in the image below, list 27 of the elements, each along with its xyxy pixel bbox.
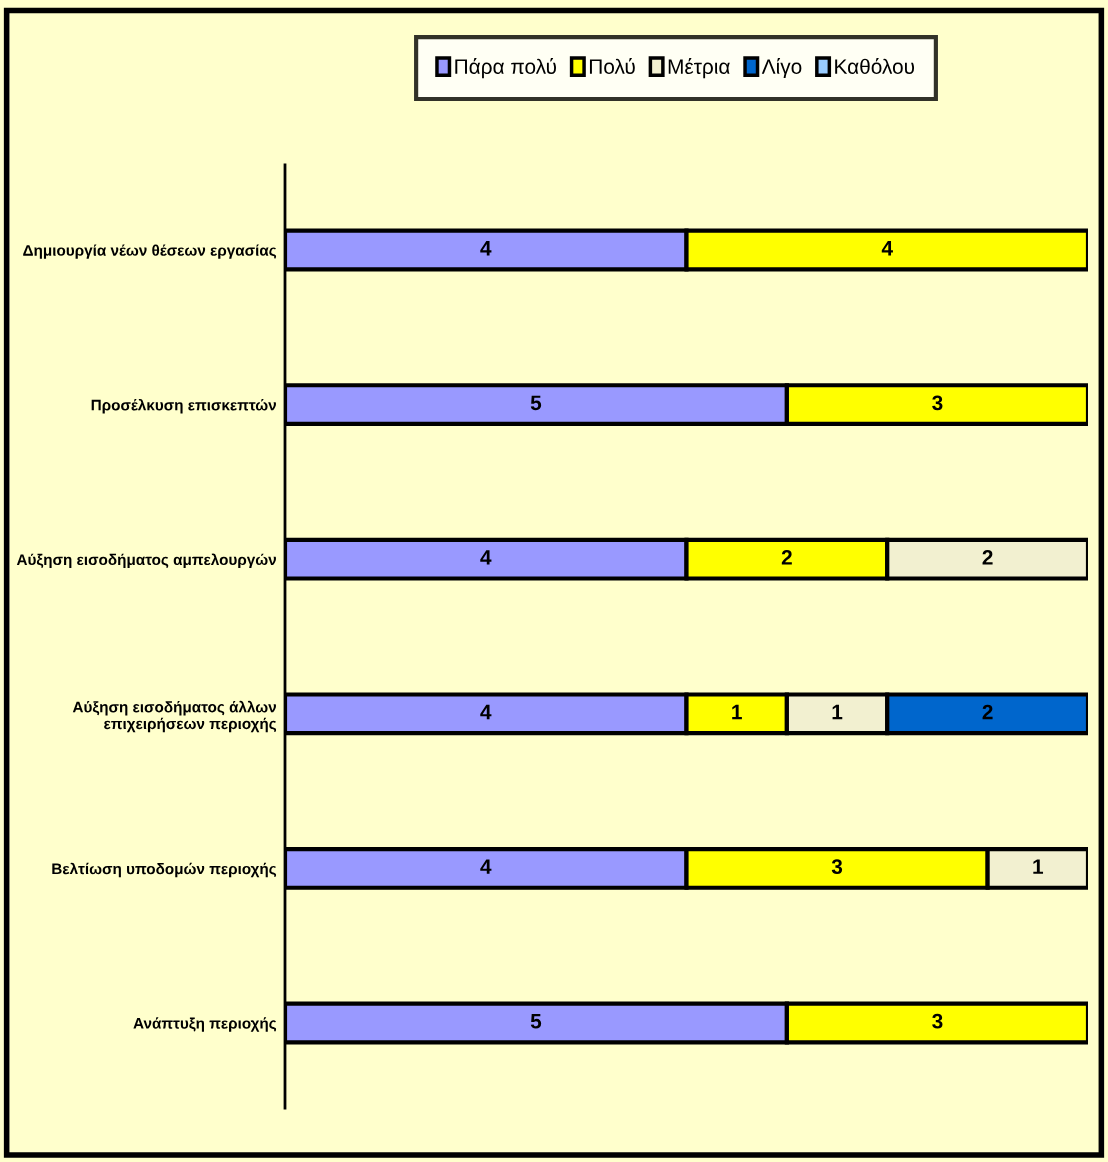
data-label: 1 [832, 704, 843, 720]
data-label: 1 [732, 704, 742, 720]
data-label: 4 [480, 241, 492, 256]
legend-label: Μέτρια [668, 58, 730, 79]
data-label: 4 [480, 550, 492, 565]
y-tick-label: Αύξηση εισοδήματος αμπελουργών [16, 553, 276, 569]
data-label: 4 [480, 859, 492, 874]
y-tick-label: Προσέλκυση επισκεπτών [91, 398, 276, 414]
data-label: 2 [982, 550, 993, 565]
data-label: 5 [530, 1014, 542, 1029]
y-tick-label: Ανάπτυξη περιοχής [133, 1017, 277, 1032]
legend-label: Πολύ [589, 58, 635, 75]
data-label: 2 [781, 550, 792, 565]
legend-label: Καθόλου [835, 58, 915, 75]
y-tick-label: Δημιουργία νέων θέσεων εργασίας [23, 244, 277, 259]
data-label: 3 [932, 395, 943, 411]
data-label: 3 [932, 1013, 943, 1029]
y-tick-label: Αύξηση εισοδήματος άλλων επιχειρήσεων περιοχής [72, 700, 277, 733]
data-label: 5 [530, 395, 542, 411]
data-label: 1 [1033, 859, 1044, 874]
data-label: 2 [982, 704, 993, 720]
data-label: 3 [831, 859, 843, 875]
legend-label: Λίγο [761, 58, 802, 79]
data-label: 4 [480, 704, 492, 720]
legend-label: Πάρα πολύ [455, 58, 556, 79]
y-tick-label: Βελτίωση υποδομών περιοχής [52, 862, 277, 878]
data-label: 4 [881, 241, 893, 256]
